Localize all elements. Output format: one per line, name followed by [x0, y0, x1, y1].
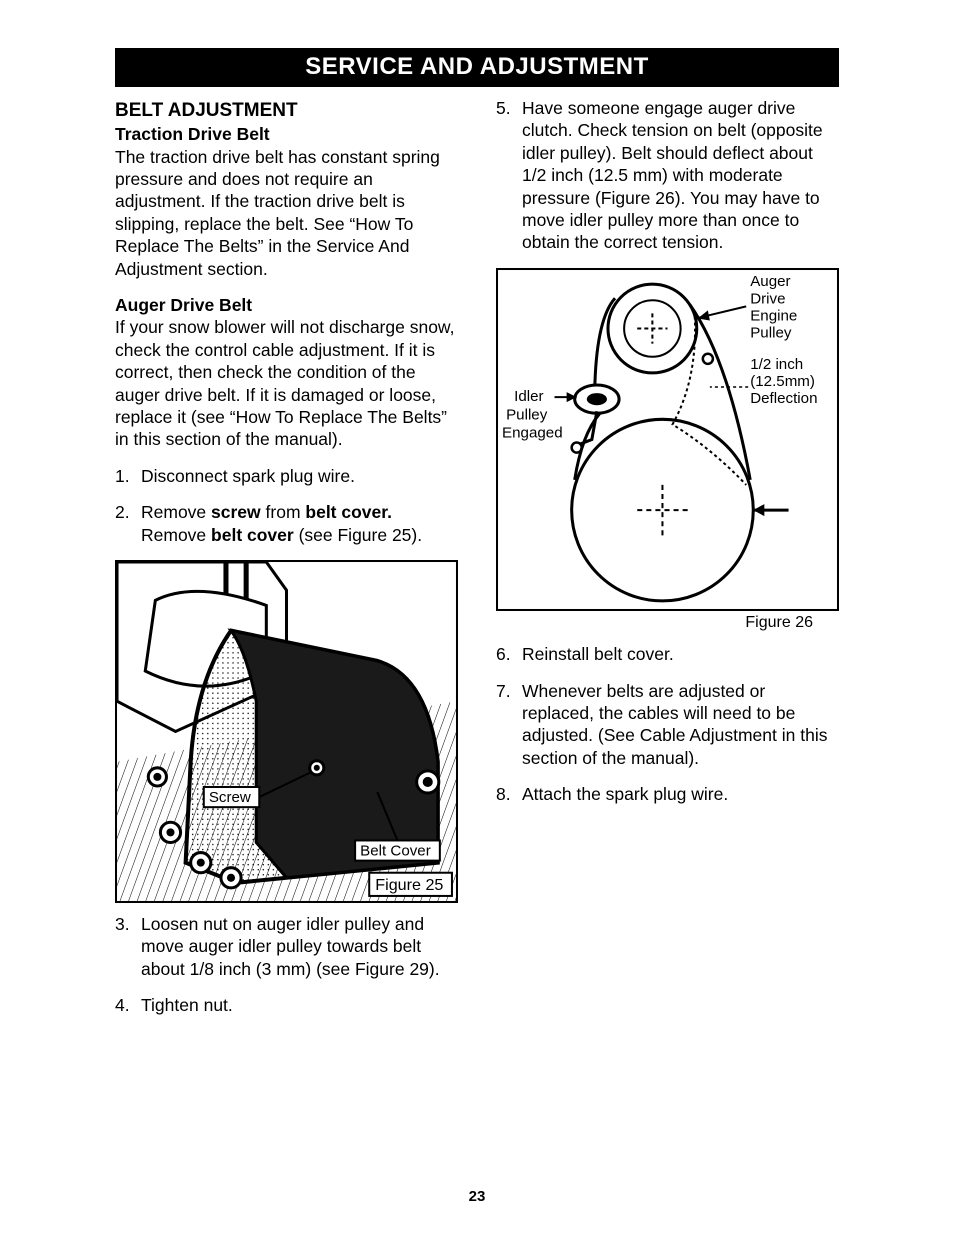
- figure-25: Screw Belt Cover Figure 25: [115, 560, 458, 903]
- step-number: 6.: [496, 643, 522, 665]
- step-number: 3.: [115, 913, 141, 980]
- svg-text:Drive: Drive: [750, 290, 785, 307]
- figure-26-illustration: Auger Drive Engine Pulley 1/2 inch (12.5…: [496, 268, 839, 611]
- step-6: 6. Reinstall belt cover.: [496, 643, 839, 665]
- svg-text:Engine: Engine: [750, 307, 797, 324]
- step-number: 5.: [496, 97, 522, 254]
- svg-text:Deflection: Deflection: [750, 390, 817, 407]
- step-5: 5. Have someone engage auger drive clutc…: [496, 97, 839, 254]
- steps-list-right: 5. Have someone engage auger drive clutc…: [496, 97, 839, 254]
- step-4: 4. Tighten nut.: [115, 994, 458, 1016]
- step-2: 2. Remove screw from belt cover. Remove …: [115, 501, 458, 546]
- two-column-layout: BELT ADJUSTMENT Traction Drive Belt The …: [115, 97, 839, 1031]
- step-text: Disconnect spark plug wire.: [141, 465, 355, 487]
- fig25-beltcover-label: Belt Cover: [360, 843, 431, 860]
- manual-page: SERVICE AND ADJUSTMENT BELT ADJUSTMENT T…: [0, 0, 954, 1239]
- steps-list-left: 1. Disconnect spark plug wire. 2. Remove…: [115, 465, 458, 546]
- step-text: Loosen nut on auger idler pulley and mov…: [141, 913, 458, 980]
- svg-text:1/2 inch: 1/2 inch: [750, 356, 803, 373]
- traction-belt-body: The traction drive belt has constant spr…: [115, 146, 458, 280]
- step-number: 1.: [115, 465, 141, 487]
- step-text: Tighten nut.: [141, 994, 233, 1016]
- steps-list-left-2: 3. Loosen nut on auger idler pulley and …: [115, 913, 458, 1017]
- right-column: 5. Have someone engage auger drive clutc…: [496, 97, 839, 1031]
- svg-text:Engaged: Engaged: [502, 424, 563, 441]
- fig25-screw-label: Screw: [209, 789, 251, 806]
- section-banner: SERVICE AND ADJUSTMENT: [115, 48, 839, 87]
- step-number: 7.: [496, 680, 522, 770]
- step-text: Attach the spark plug wire.: [522, 783, 728, 805]
- page-number: 23: [0, 1188, 954, 1205]
- belt-adjustment-heading: BELT ADJUSTMENT: [115, 99, 458, 123]
- step-3: 3. Loosen nut on auger idler pulley and …: [115, 913, 458, 980]
- step-number: 4.: [115, 994, 141, 1016]
- steps-list-right-2: 6. Reinstall belt cover. 7. Whenever bel…: [496, 643, 839, 805]
- step-text: Whenever belts are adjusted or replaced,…: [522, 680, 839, 770]
- svg-text:(12.5mm): (12.5mm): [750, 373, 815, 390]
- traction-belt-heading: Traction Drive Belt: [115, 123, 458, 145]
- figure-25-illustration: Screw Belt Cover Figure 25: [115, 560, 458, 903]
- svg-text:Pulley: Pulley: [750, 324, 792, 341]
- fig25-caption: Figure 25: [375, 876, 443, 894]
- step-text: Remove screw from belt cover. Remove bel…: [141, 501, 458, 546]
- step-7: 7. Whenever belts are adjusted or replac…: [496, 680, 839, 770]
- left-column: BELT ADJUSTMENT Traction Drive Belt The …: [115, 97, 458, 1031]
- step-number: 8.: [496, 783, 522, 805]
- step-text: Have someone engage auger drive clutch. …: [522, 97, 839, 254]
- figure-26: Auger Drive Engine Pulley 1/2 inch (12.5…: [496, 268, 839, 633]
- step-text: Reinstall belt cover.: [522, 643, 674, 665]
- svg-text:Pulley: Pulley: [506, 406, 548, 423]
- svg-text:Auger: Auger: [750, 273, 790, 290]
- svg-text:Idler: Idler: [514, 388, 543, 405]
- figure-26-caption: Figure 26: [496, 613, 813, 633]
- auger-belt-body: If your snow blower will not discharge s…: [115, 316, 458, 450]
- step-number: 2.: [115, 501, 141, 546]
- auger-belt-heading: Auger Drive Belt: [115, 294, 458, 316]
- step-8: 8. Attach the spark plug wire.: [496, 783, 839, 805]
- step-1: 1. Disconnect spark plug wire.: [115, 465, 458, 487]
